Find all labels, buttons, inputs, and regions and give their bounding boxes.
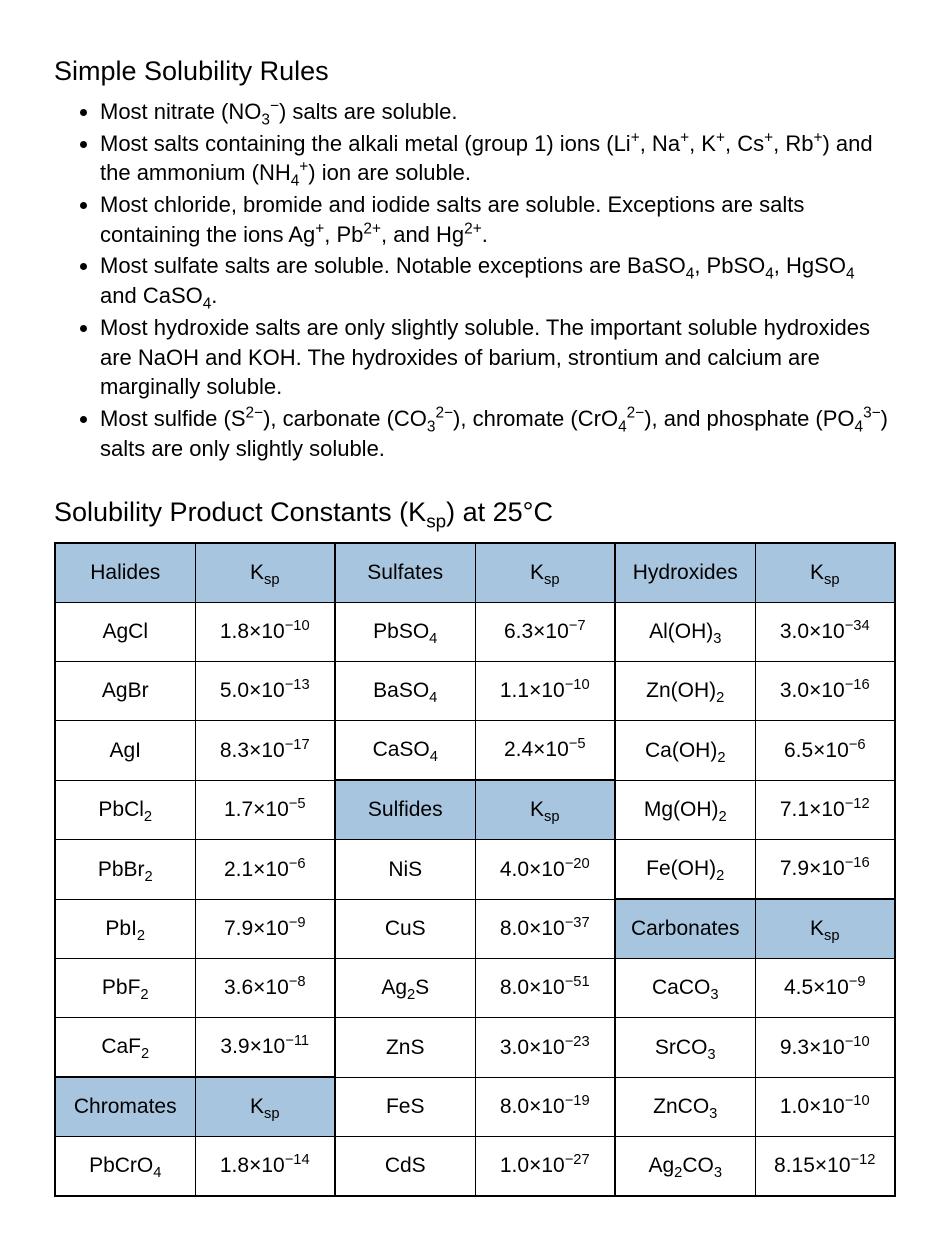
rules-title: Simple Solubility Rules — [54, 56, 896, 87]
table-cell: Al(OH)3 — [615, 603, 755, 662]
table-cell: 5.0×10−13 — [195, 662, 335, 721]
rule-item: Most nitrate (NO3−) salts are soluble. — [100, 97, 896, 127]
table-cell: CaF2 — [55, 1018, 195, 1078]
table-cell: 3.0×10−16 — [755, 662, 895, 721]
table-header-cell: Chromates — [55, 1077, 195, 1137]
table-header-cell: Ksp — [195, 1077, 335, 1137]
table-cell: CaSO4 — [335, 721, 475, 781]
table-cell: 9.3×10−10 — [755, 1018, 895, 1078]
rule-item: Most hydroxide salts are only slightly s… — [100, 313, 896, 402]
table-cell: 1.7×10−5 — [195, 780, 335, 840]
table-header-cell: Sulfides — [335, 780, 475, 840]
table-header-cell: Carbonates — [615, 899, 755, 959]
table-cell: AgBr — [55, 662, 195, 721]
table-cell: PbBr2 — [55, 840, 195, 900]
table-cell: ZnS — [335, 1018, 475, 1078]
table-cell: 8.3×10−17 — [195, 721, 335, 781]
table-cell: 8.0×10−19 — [475, 1077, 615, 1137]
rule-item: Most sulfide (S2−), carbonate (CO32−), c… — [100, 404, 896, 463]
table-cell: 7.9×10−16 — [755, 840, 895, 900]
table-cell: 3.0×10−34 — [755, 603, 895, 662]
table-cell: 6.5×10−6 — [755, 721, 895, 781]
table-cell: 8.15×10−12 — [755, 1137, 895, 1197]
table-cell: 4.5×10−9 — [755, 959, 895, 1018]
table-cell: NiS — [335, 840, 475, 900]
rule-item: Most sulfate salts are soluble. Notable … — [100, 251, 896, 310]
table-title: Solubility Product Constants (Ksp) at 25… — [54, 497, 896, 528]
table-cell: AgCl — [55, 603, 195, 662]
table-cell: PbCrO4 — [55, 1137, 195, 1197]
rule-item: Most chloride, bromide and iodide salts … — [100, 190, 896, 249]
table-cell: 1.1×10−10 — [475, 662, 615, 721]
table-cell: 6.3×10−7 — [475, 603, 615, 662]
table-cell: Ag2CO3 — [615, 1137, 755, 1197]
table-cell: CaCO3 — [615, 959, 755, 1018]
table-cell: 7.1×10−12 — [755, 780, 895, 840]
table-cell: Ca(OH)2 — [615, 721, 755, 781]
table-cell: 3.0×10−23 — [475, 1018, 615, 1078]
table-header-cell: Ksp — [755, 899, 895, 959]
table-cell: CuS — [335, 899, 475, 959]
table-header-cell: Ksp — [195, 543, 335, 603]
table-cell: 8.0×10−51 — [475, 959, 615, 1018]
table-header-cell: Hydroxides — [615, 543, 755, 603]
table-cell: 2.1×10−6 — [195, 840, 335, 900]
table-cell: Zn(OH)2 — [615, 662, 755, 721]
table-cell: Mg(OH)2 — [615, 780, 755, 840]
table-cell: PbCl2 — [55, 780, 195, 840]
table-cell: PbI2 — [55, 899, 195, 959]
table-header-cell: Halides — [55, 543, 195, 603]
table-cell: PbSO4 — [335, 603, 475, 662]
table-cell: FeS — [335, 1077, 475, 1137]
table-header-cell: Ksp — [475, 543, 615, 603]
table-cell: CdS — [335, 1137, 475, 1197]
table-cell: Ag2S — [335, 959, 475, 1018]
table-cell: SrCO3 — [615, 1018, 755, 1078]
table-cell: 8.0×10−37 — [475, 899, 615, 959]
table-cell: AgI — [55, 721, 195, 781]
table-cell: 1.0×10−27 — [475, 1137, 615, 1197]
rules-list: Most nitrate (NO3−) salts are soluble. M… — [82, 97, 896, 463]
table-cell: BaSO4 — [335, 662, 475, 721]
table-header-cell: Ksp — [755, 543, 895, 603]
table-cell: 1.0×10−10 — [755, 1077, 895, 1137]
table-cell: 7.9×10−9 — [195, 899, 335, 959]
table-cell: 3.9×10−11 — [195, 1018, 335, 1078]
ksp-table: HalidesKspSulfatesKspHydroxidesKspAgCl1.… — [54, 542, 896, 1197]
table-header-cell: Sulfates — [335, 543, 475, 603]
table-cell: 2.4×10−5 — [475, 721, 615, 781]
page: Simple Solubility Rules Most nitrate (NO… — [0, 0, 950, 1237]
table-cell: 3.6×10−8 — [195, 959, 335, 1018]
table-cell: PbF2 — [55, 959, 195, 1018]
table-header-cell: Ksp — [475, 780, 615, 840]
table-cell: 4.0×10−20 — [475, 840, 615, 900]
table-cell: 1.8×10−14 — [195, 1137, 335, 1197]
table-cell: 1.8×10−10 — [195, 603, 335, 662]
table-cell: ZnCO3 — [615, 1077, 755, 1137]
rule-item: Most salts containing the alkali metal (… — [100, 129, 896, 188]
table-cell: Fe(OH)2 — [615, 840, 755, 900]
